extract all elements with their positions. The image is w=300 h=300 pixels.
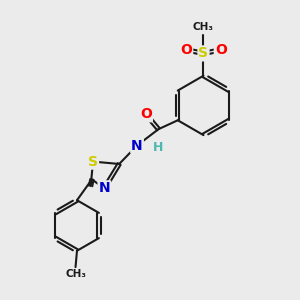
Text: H: H <box>153 140 163 154</box>
Text: CH₃: CH₃ <box>193 22 214 32</box>
Text: S: S <box>88 154 98 169</box>
Text: N: N <box>98 181 110 195</box>
Text: N: N <box>131 139 143 152</box>
Text: CH₃: CH₃ <box>65 268 86 279</box>
Text: S: S <box>199 46 208 60</box>
Text: O: O <box>215 43 227 57</box>
Text: O: O <box>180 43 192 57</box>
Text: O: O <box>140 107 152 121</box>
